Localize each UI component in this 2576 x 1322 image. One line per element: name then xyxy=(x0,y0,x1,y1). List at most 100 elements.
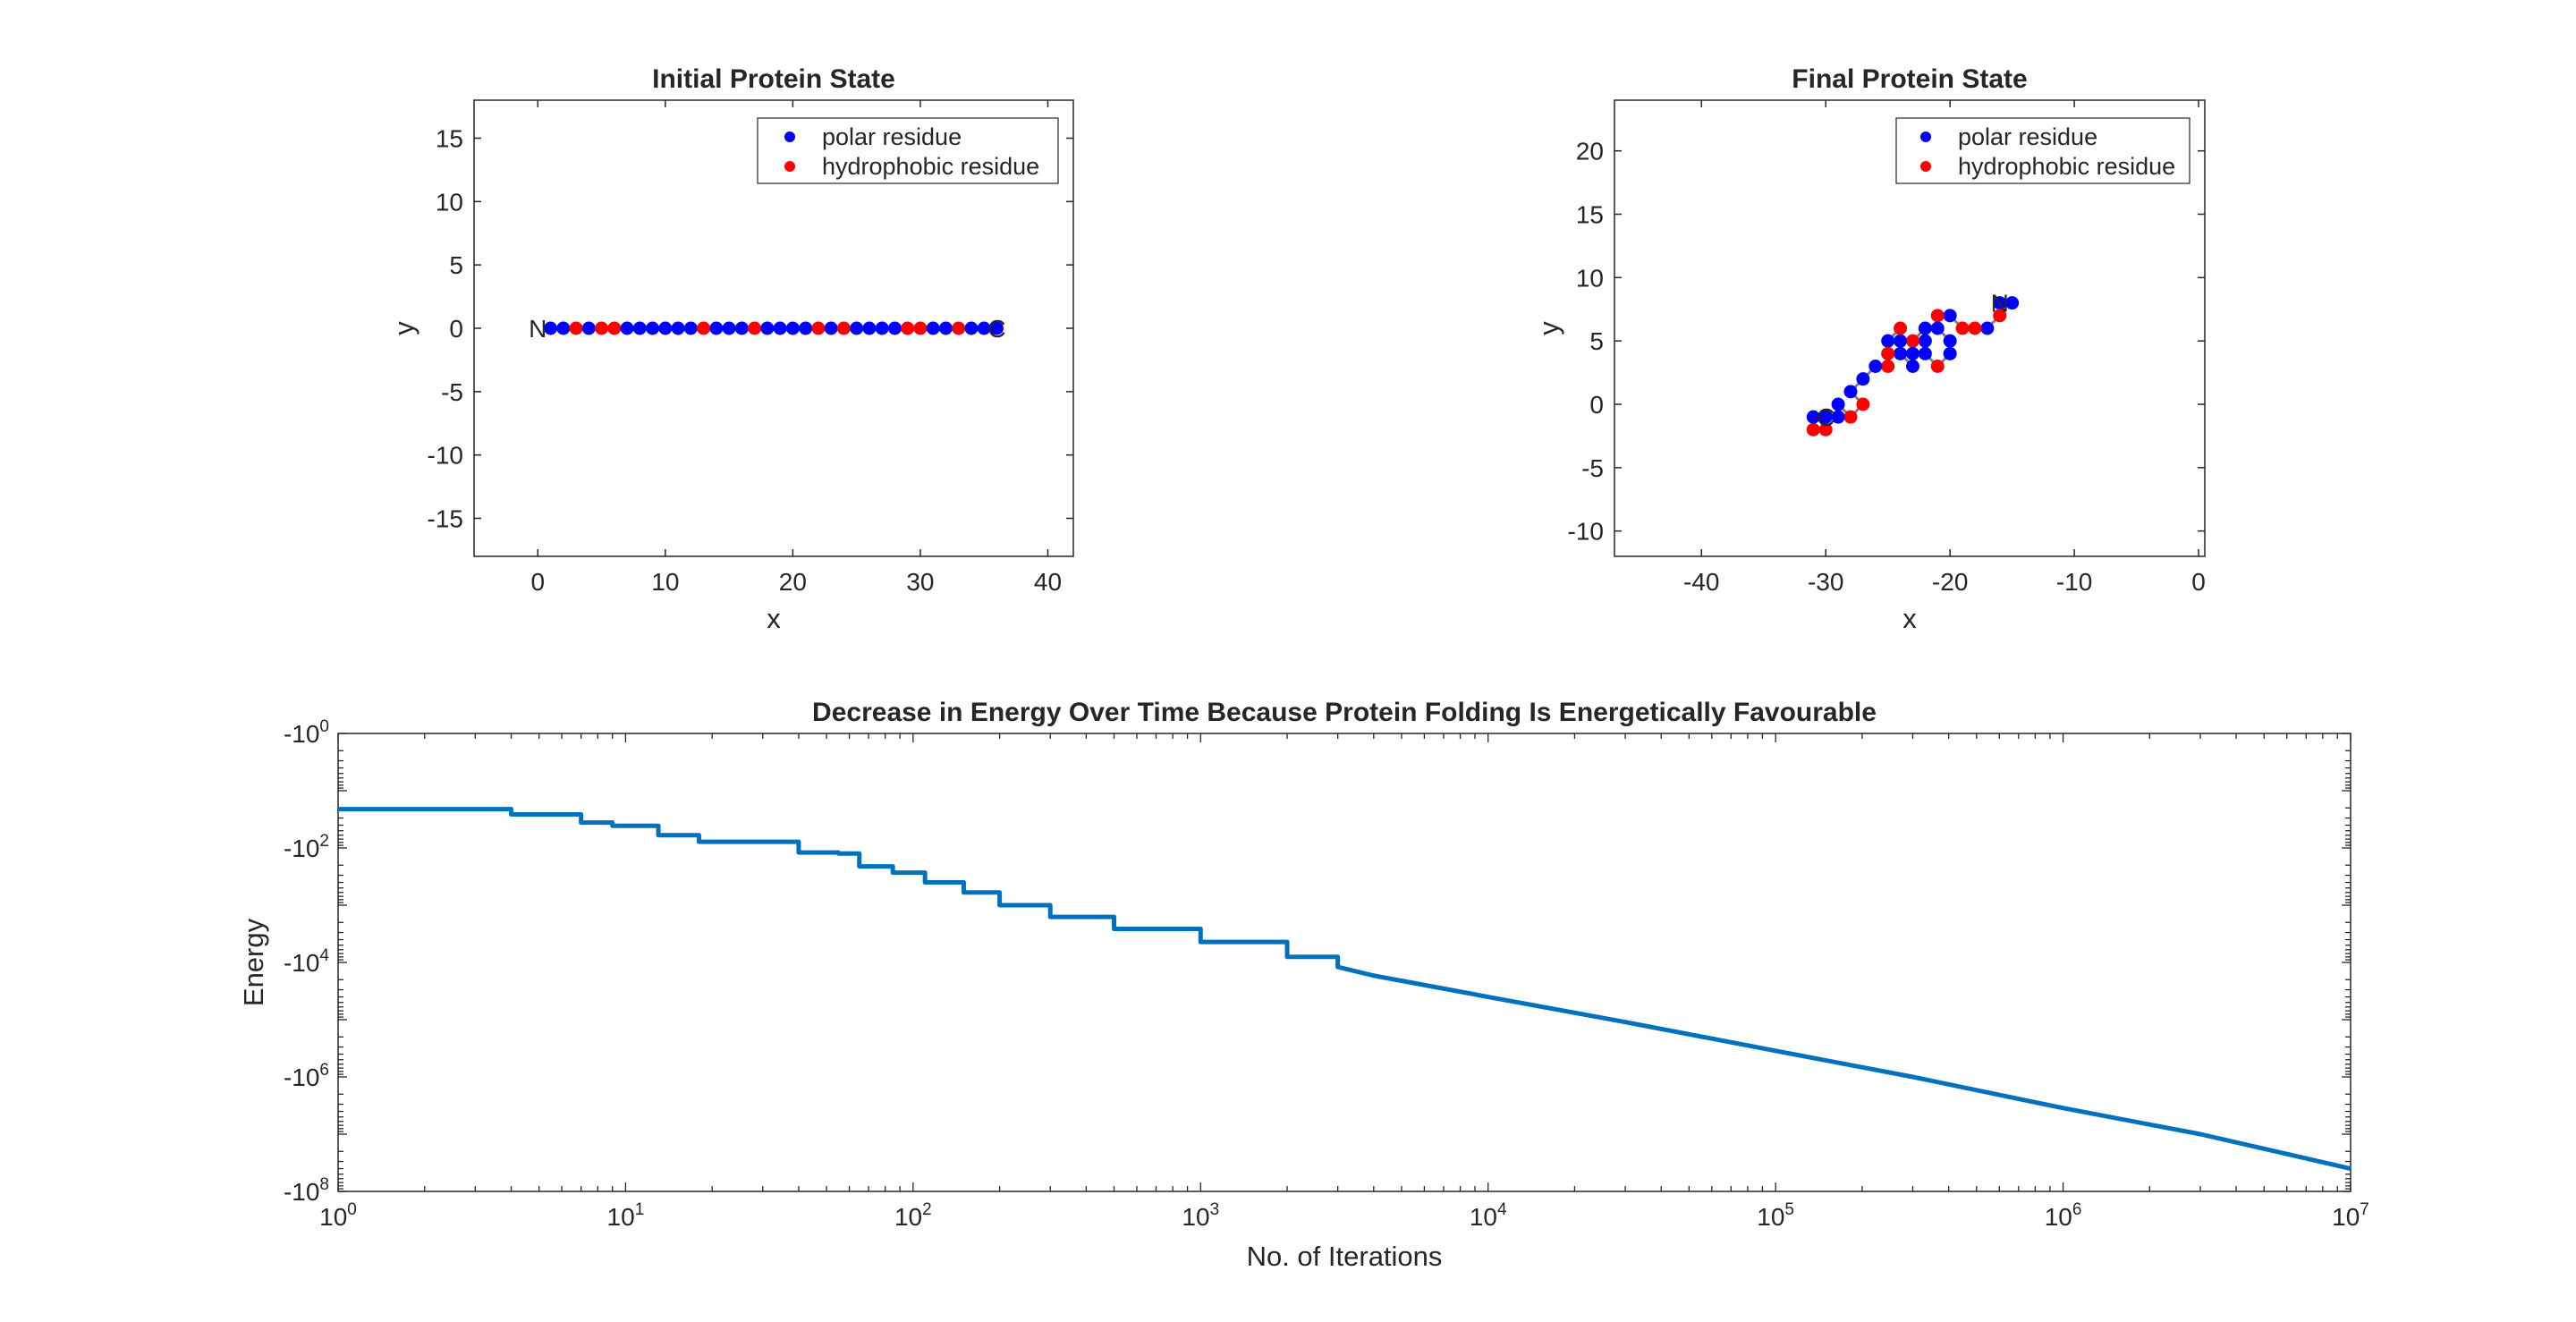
initial-residue-polar xyxy=(964,321,979,335)
initial-residue-hydrophobic xyxy=(913,321,928,335)
final-residue-polar xyxy=(1943,346,1957,360)
initial-chart-title: Initial Protein State xyxy=(652,64,895,94)
initial-ticks: 0 10 20 30 40 -15 -10 -5 0 5 10 15 xyxy=(428,100,1073,596)
initial-residue-polar xyxy=(938,321,953,335)
final-y-tick-label: -5 xyxy=(1581,454,1604,482)
final-residue-polar xyxy=(1918,346,1932,360)
energy-chart: Decrease in Energy Over Time Because Pro… xyxy=(238,698,2369,1272)
energy-x-tick-label: 105 xyxy=(1757,1200,1794,1231)
final-residue-polar xyxy=(1818,410,1833,424)
initial-residue-hydrophobic xyxy=(952,321,966,335)
energy-y-axis-label: Energy xyxy=(238,918,269,1006)
final-residue-polar xyxy=(1831,410,1845,424)
initial-residue-polar xyxy=(620,321,634,335)
final-residue-hydrophobic xyxy=(1843,410,1858,424)
final-terminus-label: N xyxy=(1991,290,2009,318)
final-residue-polar xyxy=(1943,309,1957,323)
final-residue-polar xyxy=(1831,397,1845,411)
energy-plot-area xyxy=(337,733,2351,1192)
initial-residue-polar xyxy=(722,321,736,335)
initial-x-tick-label: 20 xyxy=(779,568,807,596)
initial-residue-polar xyxy=(824,321,838,335)
final-residue-polar xyxy=(1980,321,1995,335)
final-y-tick-label: 10 xyxy=(1576,264,1604,292)
final-residue-hydrophobic xyxy=(1968,321,1982,335)
initial-residue-polar xyxy=(773,321,787,335)
initial-residue-polar xyxy=(709,321,724,335)
final-x-tick-label: 0 xyxy=(2191,568,2206,596)
initial-legend-box xyxy=(757,117,1059,184)
final-residue-polar xyxy=(1843,385,1858,399)
initial-residue-polar xyxy=(671,321,685,335)
energy-x-tick-label: 104 xyxy=(1470,1200,1507,1231)
final-y-tick-label: -10 xyxy=(1568,518,1604,546)
initial-residue-polar xyxy=(875,321,889,335)
final-residue-polar xyxy=(1943,334,1957,348)
final-residue-polar xyxy=(1993,296,2007,310)
final-state-chart: Final Protein State -40 -30 -20 -10 0 -10 -5 0 5… xyxy=(1533,64,2206,634)
initial-residue-polar xyxy=(544,321,558,335)
final-residue-polar xyxy=(1868,360,1883,373)
final-x-axis-label: x xyxy=(1902,603,1917,634)
final-residue-hydrophobic xyxy=(1856,397,1870,411)
initial-x-tick-label: 30 xyxy=(906,568,934,596)
final-legend-hydrophobic-label: hydrophobic residue xyxy=(1958,153,2175,180)
initial-residue-hydrophobic xyxy=(697,321,711,335)
initial-legend-hydrophobic-marker xyxy=(784,161,795,172)
energy-x-tick-label: 107 xyxy=(2332,1200,2369,1231)
initial-legend-polar-label: polar residue xyxy=(822,123,962,150)
final-terminus-label: C xyxy=(1817,403,1835,431)
initial-residue-polar xyxy=(862,321,877,335)
initial-x-tick-label: 40 xyxy=(1034,568,1062,596)
initial-residue-polar xyxy=(760,321,775,335)
initial-y-tick-label: 15 xyxy=(436,125,463,153)
initial-residue-polar xyxy=(799,321,813,335)
final-residue-polar xyxy=(1806,410,1820,424)
energy-y-tick-label: -102 xyxy=(284,832,329,862)
initial-legend-polar-marker xyxy=(784,131,795,142)
initial-residue-polar xyxy=(683,321,698,335)
initial-legend: polar residue hydrophobic residue xyxy=(757,117,1059,184)
energy-ticks: 100 101 102 103 104 105 106 107 -100 -102 -104 -106… xyxy=(284,717,2369,1231)
initial-residue-polar xyxy=(887,321,902,335)
initial-legend-hydrophobic-label: hydrophobic residue xyxy=(822,153,1039,180)
final-residue-hydrophobic xyxy=(1894,321,1908,335)
final-legend-polar-label: polar residue xyxy=(1958,123,2097,150)
final-y-axis-label: y xyxy=(1533,321,1564,335)
initial-residue-hydrophobic xyxy=(836,321,851,335)
energy-series xyxy=(338,807,2351,1171)
initial-residue-polar xyxy=(977,321,991,335)
energy-x-tick-label: 106 xyxy=(2045,1200,2082,1231)
initial-residue-hydrophobic xyxy=(901,321,915,335)
energy-x-tick-label: 102 xyxy=(894,1200,932,1231)
final-legend-polar-marker xyxy=(1920,131,1931,142)
final-residue-polar xyxy=(1905,360,1919,373)
initial-residue-polar xyxy=(632,321,647,335)
final-residue-hydrophobic xyxy=(1881,346,1895,360)
final-residue-hydrophobic xyxy=(1930,309,1945,323)
final-residue-polar xyxy=(1918,321,1932,335)
final-residue-hydrophobic xyxy=(1905,334,1919,348)
final-legend: polar residue hydrophobic residue xyxy=(1895,117,2190,184)
final-residues: NC xyxy=(1806,290,2020,436)
initial-y-tick-label: -5 xyxy=(441,378,463,406)
initial-residue-polar xyxy=(658,321,673,335)
final-x-tick-label: -20 xyxy=(1932,568,1968,596)
final-residue-hydrophobic xyxy=(1806,422,1820,436)
initial-x-tick-label: 10 xyxy=(651,568,679,596)
energy-x-tick-label: 100 xyxy=(319,1200,357,1231)
final-chart-title: Final Protein State xyxy=(1792,64,2027,94)
final-residue-polar xyxy=(1894,346,1908,360)
initial-residue-hydrophobic xyxy=(748,321,762,335)
energy-chart-title: Decrease in Energy Over Time Because Pro… xyxy=(812,698,1877,727)
final-residue-hydrophobic xyxy=(1955,321,1970,335)
final-y-tick-label: 0 xyxy=(1589,391,1604,419)
final-residue-polar xyxy=(1856,372,1870,386)
final-residue-hydrophobic xyxy=(1993,309,2007,323)
energy-x-tick-label: 103 xyxy=(1182,1200,1219,1231)
initial-terminus-label: N xyxy=(529,315,547,343)
initial-residue-polar xyxy=(785,321,800,335)
initial-residue-polar xyxy=(926,321,940,335)
